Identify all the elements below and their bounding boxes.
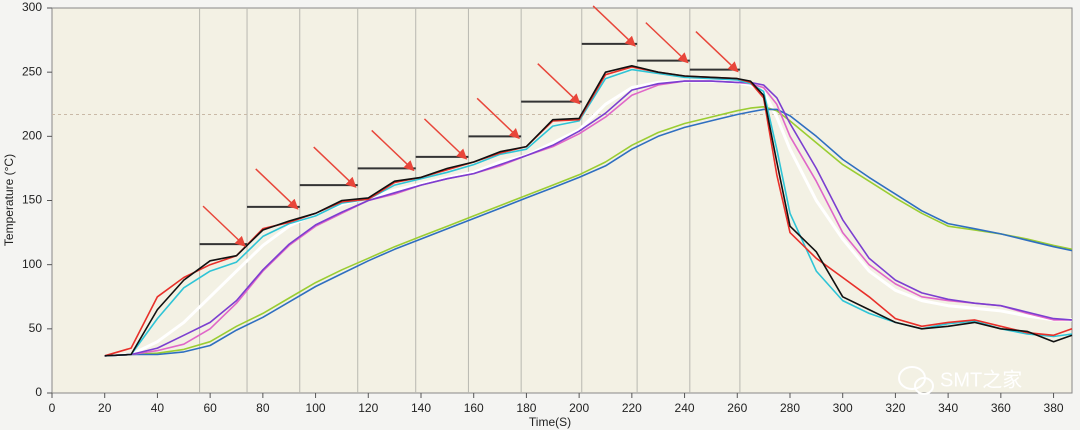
- arrow: [476, 97, 520, 140]
- y-axis-title: Temperature (°C): [2, 154, 16, 246]
- arrow: [202, 205, 246, 247]
- arrow: [695, 31, 739, 73]
- arrow: [592, 5, 636, 47]
- x-tick-label: 240: [675, 401, 695, 415]
- x-axis-title: Time(S): [529, 415, 571, 429]
- y-tick-label: 250: [22, 64, 42, 78]
- plot-area: [51, 7, 1073, 394]
- x-tick-label: 40: [151, 401, 165, 415]
- x-tick-label: 360: [991, 401, 1011, 415]
- arrow: [645, 22, 689, 64]
- y-tick-label: 150: [22, 193, 42, 207]
- watermark-icon: [914, 377, 934, 395]
- watermark-text: SMT之家: [940, 368, 1022, 391]
- x-tick-label: 300: [833, 401, 853, 415]
- y-tick-label: 300: [22, 0, 42, 14]
- x-tick-label: 0: [49, 401, 56, 415]
- x-tick-label: 80: [256, 401, 270, 415]
- watermark: SMT之家: [898, 366, 1022, 395]
- y-tick-label: 0: [35, 385, 42, 399]
- x-tick-label: 100: [306, 401, 326, 415]
- x-tick-label: 340: [938, 401, 958, 415]
- x-tick-label: 160: [464, 401, 484, 415]
- x-tick-label: 260: [727, 401, 747, 415]
- x-tick-label: 280: [780, 401, 800, 415]
- arrow: [371, 129, 415, 172]
- x-tick-label: 140: [411, 401, 431, 415]
- series-line: [104, 80, 1072, 357]
- x-tick-label: 60: [203, 401, 217, 415]
- x-tick-label: 20: [98, 401, 112, 415]
- y-tick-label: 50: [29, 321, 43, 335]
- x-tick-label: 380: [1044, 401, 1064, 415]
- arrow: [423, 118, 468, 160]
- arrow: [255, 168, 299, 210]
- series-line: [104, 108, 1073, 357]
- y-tick-label: 100: [22, 257, 42, 271]
- arrow: [537, 63, 581, 105]
- series-line: [104, 79, 1072, 358]
- series-line: [104, 106, 1073, 357]
- series-line: [104, 65, 1073, 357]
- x-tick-label: 180: [516, 401, 536, 415]
- x-tick-label: 120: [358, 401, 378, 415]
- y-tick-label: 200: [22, 129, 42, 143]
- x-tick-label: 220: [622, 401, 642, 415]
- arrow: [313, 146, 357, 188]
- x-tick-label: 320: [885, 401, 905, 415]
- x-tick-label: 200: [569, 401, 589, 415]
- series-line: [104, 80, 1073, 357]
